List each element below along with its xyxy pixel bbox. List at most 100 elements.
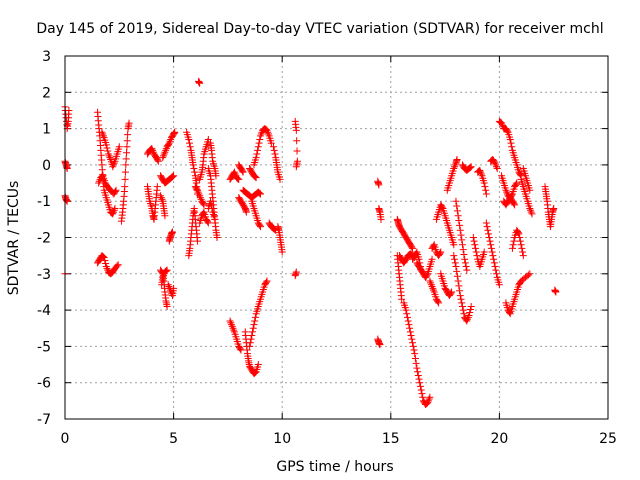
data-point bbox=[463, 266, 471, 274]
data-point bbox=[451, 259, 459, 267]
data-point bbox=[455, 282, 463, 290]
data-point bbox=[451, 255, 459, 263]
data-point bbox=[293, 137, 301, 145]
data-point bbox=[109, 163, 117, 171]
data-point bbox=[121, 183, 129, 191]
data-point bbox=[498, 119, 506, 127]
data-point bbox=[511, 201, 519, 209]
y-tick-labels: -7 -6 -5 -4 -3 -2 -1 0 1 2 3 bbox=[37, 49, 51, 428]
data-point bbox=[466, 309, 474, 317]
data-point bbox=[249, 324, 257, 332]
data-point bbox=[409, 342, 417, 350]
data-point bbox=[477, 168, 485, 176]
data-point bbox=[250, 321, 258, 329]
data-point bbox=[121, 175, 129, 183]
data-point bbox=[402, 306, 410, 314]
data-point bbox=[254, 361, 262, 369]
data-point bbox=[162, 267, 170, 275]
x-tick-label: 0 bbox=[61, 431, 70, 447]
data-point bbox=[403, 310, 411, 318]
data-point bbox=[453, 272, 461, 280]
data-point bbox=[228, 321, 236, 329]
data-point bbox=[467, 163, 475, 171]
data-point bbox=[207, 197, 215, 205]
data-point bbox=[448, 288, 456, 296]
data-point bbox=[256, 135, 264, 143]
data-point bbox=[416, 259, 424, 267]
data-point bbox=[204, 135, 212, 143]
data-point bbox=[458, 302, 466, 310]
data-point bbox=[506, 135, 514, 143]
data-point bbox=[195, 190, 203, 198]
data-point bbox=[252, 174, 260, 182]
data-point bbox=[458, 299, 466, 307]
data-point bbox=[110, 161, 118, 169]
data-point bbox=[251, 317, 259, 325]
data-point bbox=[159, 272, 167, 280]
data-points bbox=[61, 77, 560, 408]
y-tick-label: -4 bbox=[37, 303, 51, 319]
data-point bbox=[412, 359, 420, 367]
data-point bbox=[526, 186, 534, 194]
data-point bbox=[507, 139, 515, 147]
data-point bbox=[213, 234, 221, 241]
data-point bbox=[199, 200, 207, 208]
data-point bbox=[466, 163, 474, 171]
data-point bbox=[125, 119, 133, 127]
data-point bbox=[292, 126, 300, 134]
data-point bbox=[110, 159, 118, 167]
data-point bbox=[492, 161, 500, 169]
data-point bbox=[451, 161, 459, 169]
data-point bbox=[196, 192, 204, 200]
data-point bbox=[456, 226, 464, 234]
data-point bbox=[110, 206, 118, 214]
y-tick-label: 2 bbox=[42, 85, 51, 101]
data-point bbox=[99, 253, 107, 261]
data-point bbox=[207, 201, 215, 209]
data-point bbox=[113, 262, 121, 270]
data-point bbox=[255, 189, 263, 197]
data-point bbox=[438, 203, 446, 211]
data-point bbox=[276, 175, 284, 183]
data-point bbox=[204, 219, 212, 227]
data-point bbox=[256, 223, 264, 231]
data-point bbox=[111, 204, 119, 212]
data-point bbox=[264, 128, 272, 136]
data-point bbox=[112, 186, 120, 194]
data-point bbox=[197, 195, 205, 203]
chart-title: Day 145 of 2019, Sidereal Day-to-day VTE… bbox=[36, 21, 603, 37]
data-point bbox=[191, 168, 199, 176]
data-point bbox=[450, 165, 458, 173]
data-point bbox=[417, 386, 425, 394]
data-point bbox=[490, 158, 498, 166]
data-point bbox=[461, 255, 469, 263]
data-point bbox=[456, 221, 464, 229]
data-point bbox=[480, 179, 488, 187]
data-point bbox=[104, 147, 112, 155]
data-point bbox=[193, 185, 201, 193]
data-point bbox=[458, 236, 466, 244]
data-point bbox=[482, 219, 490, 227]
data-point bbox=[416, 379, 424, 387]
data-point bbox=[430, 242, 438, 250]
data-point bbox=[406, 328, 414, 336]
data-point bbox=[251, 368, 259, 376]
data-point bbox=[230, 326, 238, 334]
data-point bbox=[103, 144, 111, 152]
data-point bbox=[162, 146, 170, 154]
data-point bbox=[493, 163, 501, 171]
data-point bbox=[149, 146, 157, 154]
data-point bbox=[482, 190, 490, 198]
data-point bbox=[516, 237, 524, 245]
data-point bbox=[249, 328, 257, 336]
data-point bbox=[398, 295, 406, 303]
data-point bbox=[376, 341, 384, 349]
y-tick-label: -1 bbox=[37, 194, 51, 210]
data-point bbox=[480, 248, 488, 256]
data-point bbox=[262, 278, 270, 286]
data-point bbox=[508, 143, 516, 151]
data-point bbox=[154, 156, 162, 164]
x-tick-label: 20 bbox=[490, 431, 508, 447]
x-tick-label: 25 bbox=[599, 431, 617, 447]
data-point bbox=[491, 263, 499, 271]
